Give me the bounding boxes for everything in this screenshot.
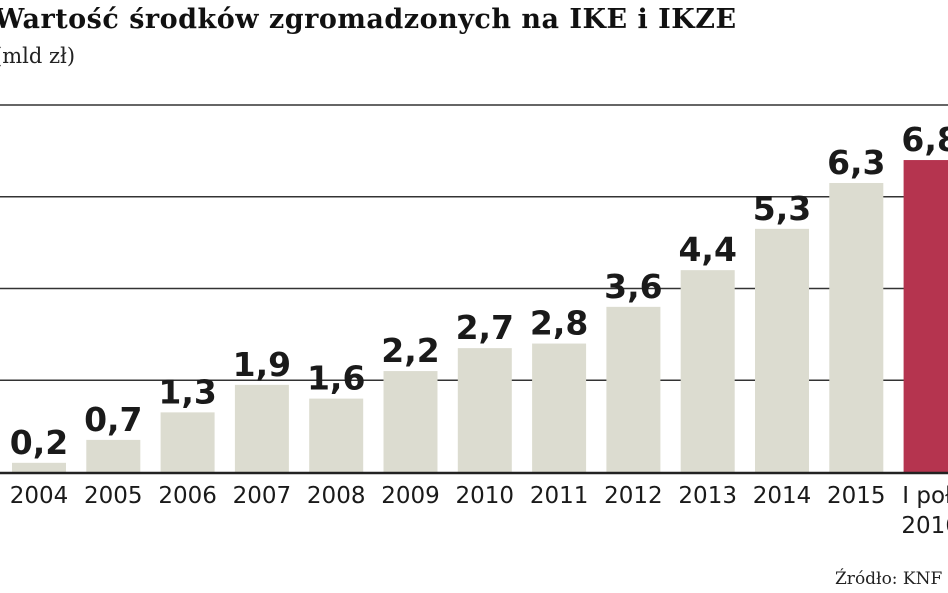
value-label-2009: 2,2 (381, 331, 439, 370)
category-label-2010: 2010 (456, 483, 515, 509)
category-label-2009: 2009 (381, 483, 440, 509)
category-label-2011: 2011 (530, 483, 589, 509)
category-label-2008: 2008 (307, 483, 366, 509)
bar-2009 (383, 371, 438, 472)
value-label-2005: 0,7 (84, 400, 142, 439)
value-labels: 0,2 0,7 1,3 1,9 1,6 2,2 2,7 2,8 3,6 4,4 5,3 6,3 6,8 (10, 120, 948, 462)
bar-i-po-2016 (903, 160, 948, 473)
value-label-2014: 5,3 (753, 189, 811, 228)
category-label-2005: 2005 (84, 483, 143, 509)
bar-2007 (234, 384, 289, 472)
bar-2005 (86, 439, 141, 472)
bar-2010 (457, 348, 512, 472)
bar-2011 (532, 343, 587, 472)
value-label-2011: 2,8 (530, 304, 588, 343)
category-label-2006: 2006 (158, 483, 217, 509)
category-label-2007: 2007 (233, 483, 292, 509)
value-label-2008: 1,6 (307, 359, 365, 398)
bars (12, 160, 948, 473)
category-label-i-po-2016-line2: 2016 (901, 513, 948, 539)
category-label-2014: 2014 (753, 483, 812, 509)
bar-2004 (12, 462, 66, 472)
value-label-2007: 1,9 (233, 345, 291, 384)
bar-2013 (680, 270, 735, 472)
bar-2014 (755, 228, 809, 472)
category-label-2015: 2015 (827, 483, 886, 509)
chart-title: Wartość środków zgromadzonych na IKE i I… (0, 4, 737, 35)
chart-subtitle: (mld zł) (0, 44, 76, 68)
bar-2006 (160, 412, 215, 472)
category-label-2004: 2004 (10, 483, 69, 509)
category-label-2012: 2012 (604, 483, 663, 509)
category-label-i-po-2016-line1: I poł. (902, 483, 948, 509)
bar-2012 (606, 306, 661, 472)
value-label-2013: 4,4 (678, 230, 736, 269)
value-label-2012: 3,6 (604, 267, 662, 306)
value-label-2010: 2,7 (456, 308, 514, 347)
bar-2008 (309, 398, 364, 472)
value-label-2015: 6,3 (827, 143, 885, 182)
value-label-2006: 1,3 (158, 372, 216, 411)
category-labels: 2004 2005 2006 2007 2008 2009 2010 2011 2012 2013… (10, 483, 948, 539)
category-label-2013: 2013 (678, 483, 737, 509)
bar-2015 (829, 182, 884, 473)
value-label-2004: 0,2 (10, 423, 68, 462)
source-note: Źródło: KNF (835, 569, 943, 589)
value-label-i-po-2016: 6,8 (901, 120, 948, 159)
